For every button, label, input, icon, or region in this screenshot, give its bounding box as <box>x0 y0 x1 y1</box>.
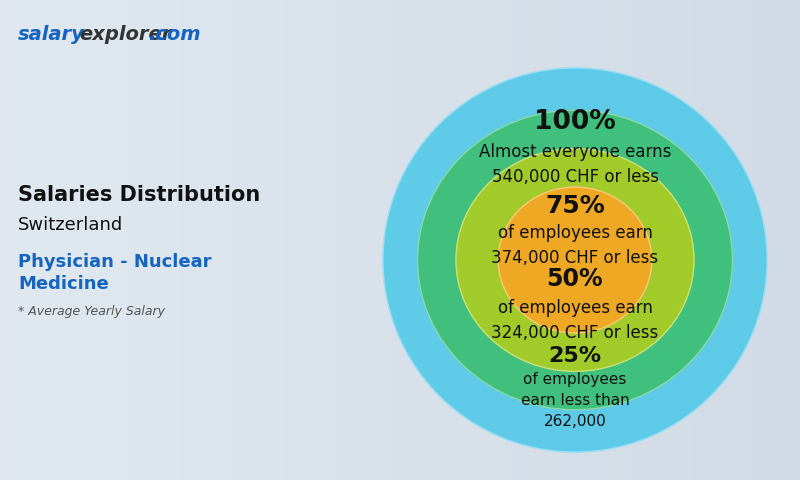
Text: 50%: 50% <box>546 267 603 291</box>
Text: 25%: 25% <box>549 346 602 366</box>
Text: 324,000 CHF or less: 324,000 CHF or less <box>491 324 658 342</box>
Text: earn less than: earn less than <box>521 393 630 408</box>
Text: 75%: 75% <box>545 194 605 218</box>
Text: Medicine: Medicine <box>18 275 109 293</box>
Text: of employees earn: of employees earn <box>498 224 653 242</box>
Ellipse shape <box>456 149 694 372</box>
Text: .com: .com <box>148 25 201 44</box>
Text: Physician - Nuclear: Physician - Nuclear <box>18 253 211 271</box>
Text: Salaries Distribution: Salaries Distribution <box>18 185 260 205</box>
Text: of employees: of employees <box>523 372 626 386</box>
Text: 262,000: 262,000 <box>544 414 606 429</box>
Text: salary: salary <box>18 25 85 44</box>
Ellipse shape <box>498 187 652 333</box>
Ellipse shape <box>383 68 767 452</box>
Text: 540,000 CHF or less: 540,000 CHF or less <box>491 168 658 186</box>
Text: 100%: 100% <box>534 109 616 135</box>
Text: of employees earn: of employees earn <box>498 299 653 317</box>
Ellipse shape <box>418 110 733 410</box>
Text: Switzerland: Switzerland <box>18 216 123 234</box>
Text: 374,000 CHF or less: 374,000 CHF or less <box>491 249 658 267</box>
Text: Almost everyone earns: Almost everyone earns <box>479 144 671 161</box>
Text: explorer: explorer <box>79 25 171 44</box>
Text: * Average Yearly Salary: * Average Yearly Salary <box>18 305 165 319</box>
